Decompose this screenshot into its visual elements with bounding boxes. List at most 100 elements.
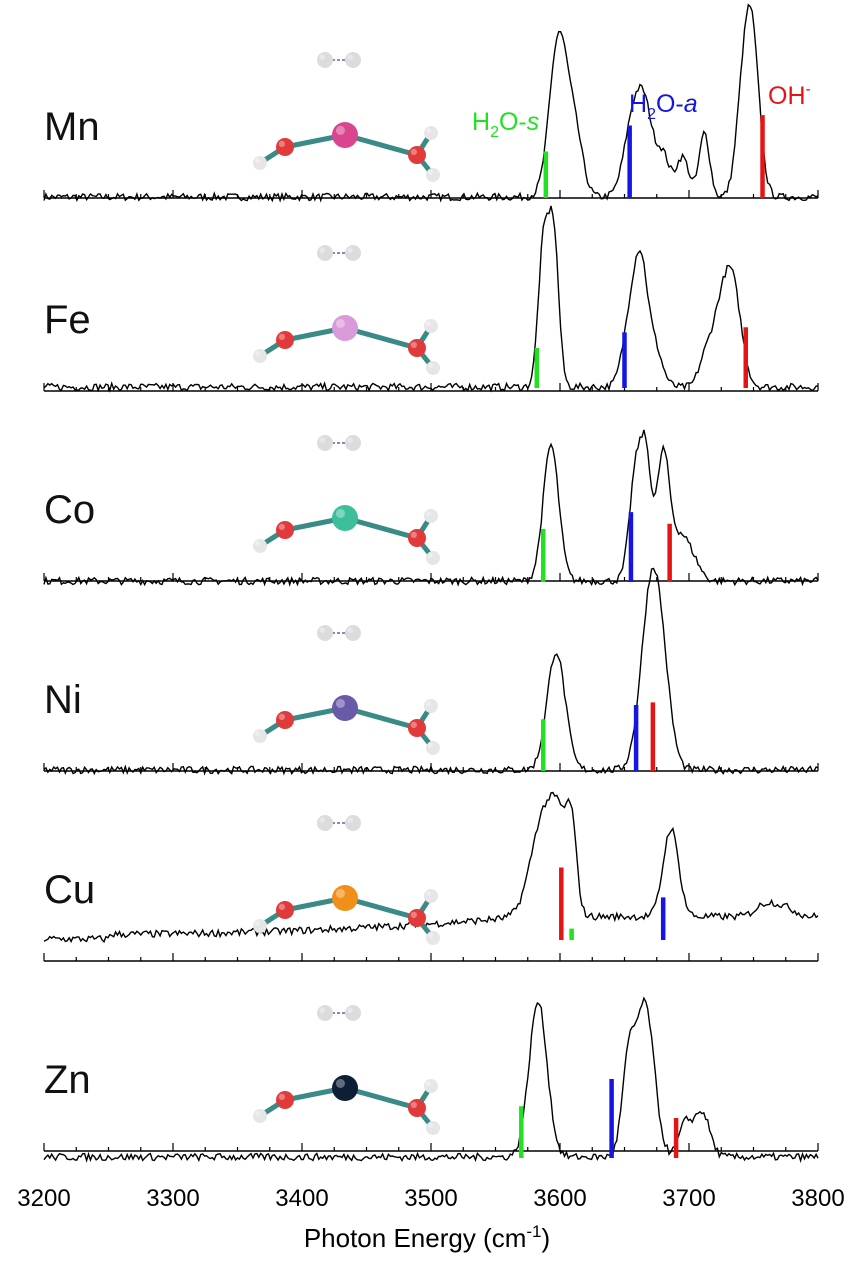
spectrum-line: [43, 791, 819, 944]
hydrogen-atom-highlight: [255, 541, 260, 546]
metal-atom-highlight: [335, 888, 346, 898]
hydrogen-atom: [424, 509, 438, 523]
hydrogen-atom: [345, 1005, 361, 1021]
oxygen-atom: [276, 521, 294, 539]
oxygen-atom: [408, 909, 426, 927]
oxygen-atom-highlight: [278, 1093, 285, 1100]
hydrogen-atom-highlight: [255, 158, 260, 163]
oxygen-atom: [276, 138, 294, 156]
hydrogen-atom-highlight: [319, 437, 326, 444]
panel-cu: Cu: [43, 791, 819, 962]
oxygen-atom: [408, 719, 426, 737]
spectrum-line: [43, 429, 819, 587]
hydrogen-atom: [253, 729, 267, 743]
legend-entry: H2O-s: [472, 108, 539, 141]
molecule-structure: [253, 625, 440, 755]
metal-atom: [332, 505, 358, 531]
hydrogen-atom-highlight: [426, 891, 431, 896]
panel-zn: Zn: [43, 996, 819, 1164]
hydrogen-atom: [253, 919, 267, 933]
metal-atom-highlight: [335, 125, 346, 135]
molecule-structure: [253, 245, 440, 375]
oxygen-atom-highlight: [278, 333, 285, 340]
hydrogen-atom-highlight: [319, 627, 326, 633]
element-label: Fe: [44, 298, 91, 342]
x-tick-label: 3300: [146, 1185, 199, 1212]
metal-atom-highlight: [335, 1078, 346, 1088]
legend-entry-main: H: [472, 108, 490, 136]
molecule-structure: [253, 815, 440, 945]
legend-entry: H2O-a: [629, 90, 698, 123]
legend-entry-ital: a: [684, 90, 698, 118]
oxygen-atom-highlight: [410, 721, 417, 728]
oxygen-atom-highlight: [410, 148, 417, 156]
hydrogen-atom: [317, 625, 333, 641]
hydrogen-atom-highlight: [428, 363, 433, 368]
oxygen-atom: [276, 711, 294, 729]
oxygen-atom-highlight: [278, 523, 285, 530]
metal-atom: [332, 695, 358, 721]
legend-entry: OH-: [768, 81, 811, 110]
hydrogen-atom-highlight: [319, 817, 326, 823]
hydrogen-atom: [253, 349, 267, 363]
element-label: Zn: [44, 1058, 91, 1102]
molecule-structure: [253, 435, 440, 565]
hydrogen-atom-highlight: [426, 128, 431, 133]
metal-atom: [332, 315, 358, 341]
metal-atom: [332, 1075, 358, 1101]
legend-entry-sub: 2: [490, 124, 499, 141]
element-label: Mn: [44, 105, 100, 149]
oxygen-atom: [276, 901, 294, 919]
x-axis-label-close: ): [542, 1223, 551, 1253]
oxygen-atom-highlight: [410, 1101, 417, 1108]
hydrogen-atom-highlight: [426, 1081, 431, 1087]
hydrogen-atom-highlight: [255, 731, 260, 736]
spectrum-line: [43, 3, 819, 203]
x-axis-label: Photon Energy (cm-1): [304, 1222, 550, 1253]
oxygen-atom: [408, 339, 426, 357]
legend-entry-main: OH: [768, 82, 806, 110]
legend-entry-sub: 2: [647, 106, 656, 123]
oxygen-atom-highlight: [410, 341, 417, 348]
hydrogen-atom-highlight: [426, 321, 431, 326]
x-tick-label: 3400: [275, 1185, 328, 1212]
hydrogen-atom-highlight: [428, 170, 433, 175]
panel-co: Co: [43, 429, 819, 587]
hydrogen-atom: [424, 889, 438, 903]
hydrogen-atom: [424, 319, 438, 333]
hydrogen-atom-highlight: [347, 54, 354, 60]
oxygen-atom-highlight: [410, 531, 417, 538]
hydrogen-atom-highlight: [428, 553, 433, 558]
metal-atom-highlight: [335, 698, 346, 708]
hydrogen-atom-highlight: [347, 1007, 354, 1013]
hydrogen-atom: [424, 126, 438, 140]
legend-entry-rest: O-: [499, 108, 527, 136]
hydrogen-atom: [426, 1121, 440, 1135]
hydrogen-atom: [317, 52, 333, 68]
hydrogen-atom: [426, 168, 440, 182]
hydrogen-atom: [345, 625, 361, 641]
oxygen-atom: [408, 146, 426, 164]
oxygen-atom-highlight: [278, 903, 285, 910]
hydrogen-atom-highlight: [428, 933, 433, 938]
hydrogen-atom-highlight: [319, 1007, 326, 1013]
hydrogen-atom: [345, 245, 361, 261]
x-tick-label: 3800: [791, 1185, 844, 1212]
hydrogen-atom: [253, 1109, 267, 1123]
element-label: Cu: [44, 868, 95, 912]
element-label: Co: [44, 488, 95, 532]
hydrogen-atom: [426, 741, 440, 755]
oxygen-atom-highlight: [278, 713, 285, 720]
hydrogen-atom-highlight: [347, 817, 354, 823]
hydrogen-atom-highlight: [426, 701, 431, 706]
x-axis-label-main: Photon Energy (cm: [304, 1223, 527, 1253]
x-tick-label: 3600: [533, 1185, 586, 1212]
hydrogen-atom: [426, 931, 440, 945]
hydrogen-atom-highlight: [255, 921, 260, 926]
hydrogen-atom-highlight: [347, 627, 354, 633]
hydrogen-atom: [317, 815, 333, 831]
x-axis: 3200 3300 3400 3500 3600 3700 3800: [17, 1185, 844, 1212]
element-label: Ni: [44, 678, 82, 722]
hydrogen-atom: [426, 361, 440, 375]
